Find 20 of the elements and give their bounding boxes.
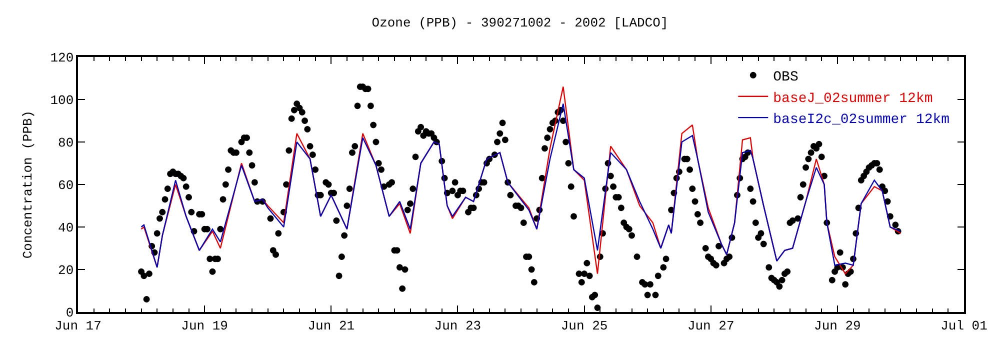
x-tick-label: Jun 23 xyxy=(434,318,482,334)
y-tick-label: 40 xyxy=(58,220,74,236)
legend-label: OBS xyxy=(773,70,798,86)
y-tick-label: 60 xyxy=(58,178,74,194)
chart-title: Ozone (PPB) - 390271002 - 2002 [LADCO] xyxy=(372,15,668,30)
y-tick-label: 120 xyxy=(50,50,74,66)
x-tick-label: Jul 01 xyxy=(940,318,988,334)
x-tick-label: Jun 29 xyxy=(814,318,861,334)
legend-label: baseJ_02summer 12km xyxy=(773,90,933,107)
legend-label: baseI2c_02summer 12km xyxy=(773,112,950,128)
x-tick-label: Jun 17 xyxy=(54,318,102,334)
x-tick-label: Jun 27 xyxy=(687,318,734,334)
y-tick-label: 0 xyxy=(66,306,74,321)
y-tick-label: 20 xyxy=(58,263,74,278)
y-tick-label: 100 xyxy=(50,93,74,108)
y-tick-label: 80 xyxy=(58,136,74,151)
x-tick-label: Jun 19 xyxy=(181,318,228,334)
y-axis-title: Concentration (PPB) xyxy=(20,110,36,259)
x-tick-label: Jun 21 xyxy=(308,318,355,334)
x-tick-label: Jun 25 xyxy=(560,318,608,334)
